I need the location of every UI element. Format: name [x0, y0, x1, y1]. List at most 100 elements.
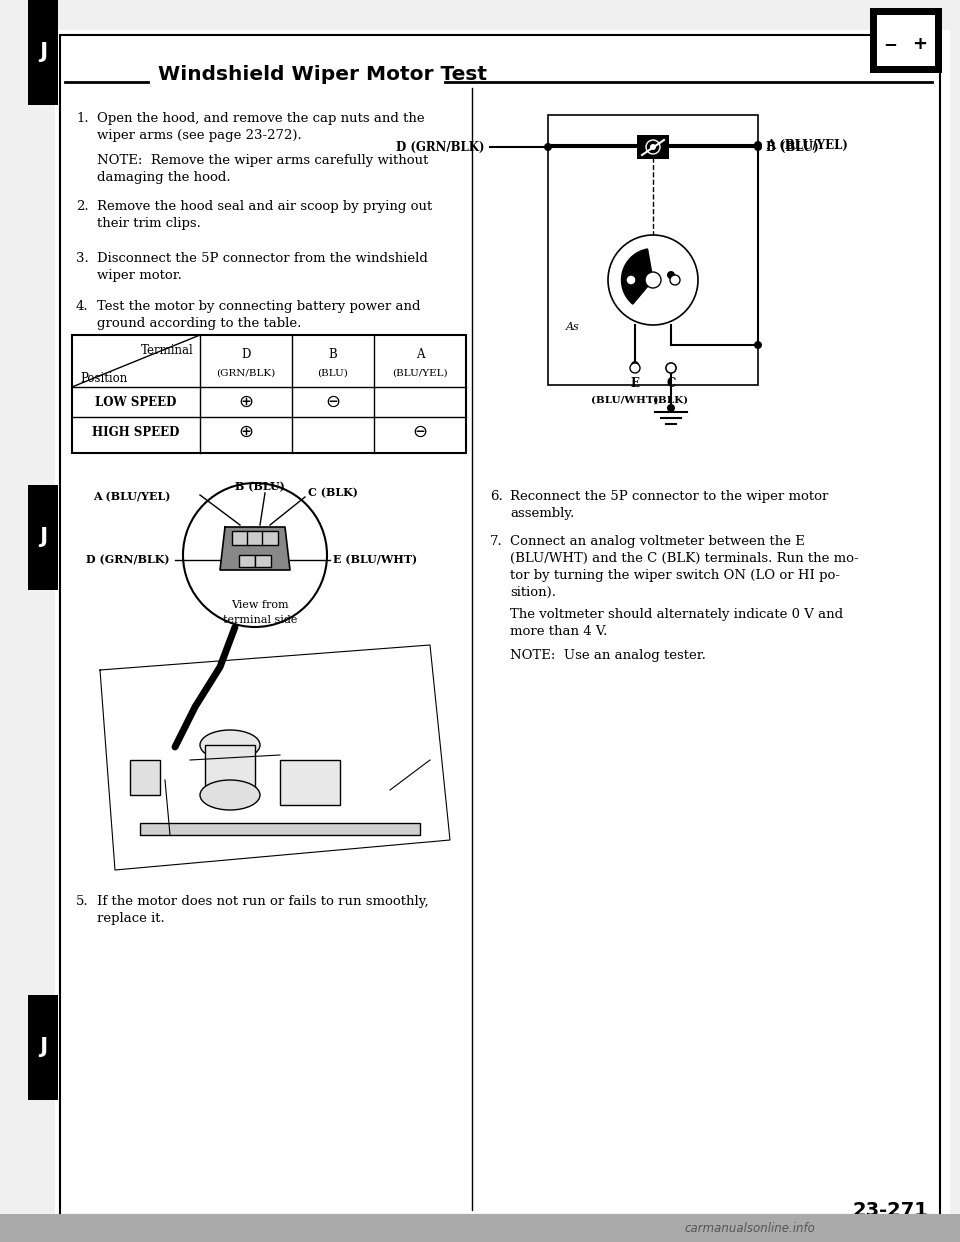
Text: damaging the hood.: damaging the hood. [97, 171, 230, 184]
Polygon shape [220, 527, 290, 570]
Text: B (BLU): B (BLU) [766, 140, 819, 154]
Text: Connect an analog voltmeter between the E: Connect an analog voltmeter between the … [510, 535, 804, 548]
Text: 7.: 7. [490, 535, 503, 548]
Circle shape [666, 363, 676, 373]
Bar [247, 532, 263, 545]
Text: Reconnect the 5P connector to the wiper motor: Reconnect the 5P connector to the wiper … [510, 491, 828, 503]
Text: C: C [666, 378, 676, 390]
Text: sition).: sition). [510, 586, 556, 599]
Bar [205, 745, 255, 795]
Circle shape [544, 143, 552, 152]
Text: View from: View from [231, 600, 289, 610]
Text: Position: Position [80, 373, 128, 385]
Text: more than 4 V.: more than 4 V. [510, 625, 608, 638]
Text: (BLU): (BLU) [318, 369, 348, 378]
Ellipse shape [200, 730, 260, 760]
Bar [280, 760, 340, 805]
Text: ⊕: ⊕ [238, 392, 253, 411]
Text: C (BLK): C (BLK) [308, 488, 358, 498]
Text: Remove the hood seal and air scoop by prying out: Remove the hood seal and air scoop by pr… [97, 200, 432, 212]
Text: (BLU/WHT) and the C (BLK) terminals. Run the mo-: (BLU/WHT) and the C (BLK) terminals. Run… [510, 551, 858, 565]
Circle shape [645, 272, 661, 288]
Bar [255, 555, 271, 568]
Text: Open the hood, and remove the cap nuts and the: Open the hood, and remove the cap nuts a… [97, 112, 424, 125]
Text: −: − [883, 35, 897, 53]
Text: D: D [241, 349, 251, 361]
Text: J: J [38, 1037, 47, 1057]
Text: assembly.: assembly. [510, 507, 574, 520]
Bar [232, 532, 248, 545]
Text: NOTE:  Use an analog tester.: NOTE: Use an analog tester. [510, 650, 706, 662]
Bar [637, 135, 669, 159]
Bar [0, 1213, 960, 1242]
Bar [877, 15, 935, 66]
Text: Disconnect the 5P connector from the windshield: Disconnect the 5P connector from the win… [97, 252, 428, 265]
Text: HIGH SPEED: HIGH SPEED [92, 426, 180, 438]
Circle shape [650, 144, 656, 150]
Text: NOTE:  Remove the wiper arms carefully without: NOTE: Remove the wiper arms carefully wi… [97, 154, 428, 166]
Bar [262, 532, 278, 545]
Text: As: As [566, 322, 580, 332]
Bar [130, 760, 160, 795]
Text: (BLK): (BLK) [654, 396, 688, 405]
Text: +: + [913, 35, 927, 53]
Text: E: E [631, 378, 639, 390]
Text: If the motor does not run or fails to run smoothly,: If the motor does not run or fails to ru… [97, 895, 428, 908]
Text: Terminal: Terminal [141, 344, 194, 358]
Bar [239, 555, 255, 568]
Text: their trim clips.: their trim clips. [97, 217, 201, 230]
Text: 3.: 3. [76, 252, 88, 265]
Circle shape [183, 483, 327, 627]
Circle shape [630, 363, 640, 373]
Circle shape [646, 140, 660, 154]
Text: 1.: 1. [76, 112, 88, 125]
Text: A (BLU/YEL): A (BLU/YEL) [92, 492, 170, 503]
Circle shape [626, 274, 636, 284]
Bar [28, 0, 58, 106]
Bar [28, 995, 58, 1100]
Text: wiper motor.: wiper motor. [97, 270, 181, 282]
Text: 5.: 5. [76, 895, 88, 908]
Text: A: A [416, 349, 424, 361]
Text: ⊖: ⊖ [413, 424, 427, 441]
Text: Test the motor by connecting battery power and: Test the motor by connecting battery pow… [97, 301, 420, 313]
Text: A (BLU/YEL): A (BLU/YEL) [766, 139, 848, 152]
Text: Windshield Wiper Motor Test: Windshield Wiper Motor Test [158, 65, 487, 83]
Text: E (BLU/WHT): E (BLU/WHT) [333, 554, 418, 565]
Bar [870, 7, 942, 73]
Text: (BLU/WHT): (BLU/WHT) [591, 396, 659, 405]
Circle shape [754, 143, 762, 152]
Text: 6.: 6. [490, 491, 503, 503]
Text: replace it.: replace it. [97, 912, 165, 925]
Text: D (GRN/BLK): D (GRN/BLK) [86, 554, 170, 565]
Circle shape [754, 142, 762, 149]
Text: wiper arms (see page 23-272).: wiper arms (see page 23-272). [97, 129, 301, 142]
Bar [140, 823, 420, 835]
Text: (GRN/BLK): (GRN/BLK) [216, 369, 276, 378]
Text: B: B [328, 349, 337, 361]
Circle shape [666, 363, 676, 373]
Text: tor by turning the wiper switch ON (LO or HI po-: tor by turning the wiper switch ON (LO o… [510, 569, 840, 582]
Circle shape [670, 274, 680, 284]
Text: 2.: 2. [76, 200, 88, 212]
Text: (BLU/YEL): (BLU/YEL) [393, 369, 447, 378]
Text: terminal side: terminal side [223, 615, 298, 625]
Text: 23-271: 23-271 [852, 1201, 928, 1220]
Wedge shape [621, 248, 653, 304]
Text: 4.: 4. [76, 301, 88, 313]
Text: The voltmeter should alternately indicate 0 V and: The voltmeter should alternately indicat… [510, 609, 843, 621]
Ellipse shape [200, 780, 260, 810]
Text: J: J [38, 527, 47, 546]
Circle shape [631, 361, 639, 369]
Circle shape [754, 342, 762, 349]
Bar [548, 116, 758, 385]
Text: ground according to the table.: ground according to the table. [97, 317, 301, 330]
Text: J: J [38, 42, 47, 62]
Text: D (GRN/BLK): D (GRN/BLK) [396, 140, 484, 154]
Text: LOW SPEED: LOW SPEED [95, 395, 177, 409]
Bar [28, 484, 58, 590]
Text: ⊕: ⊕ [238, 424, 253, 441]
Text: B (BLU): B (BLU) [235, 482, 285, 493]
Bar [72, 335, 466, 453]
Text: carmanualsonline.info: carmanualsonline.info [684, 1221, 815, 1235]
